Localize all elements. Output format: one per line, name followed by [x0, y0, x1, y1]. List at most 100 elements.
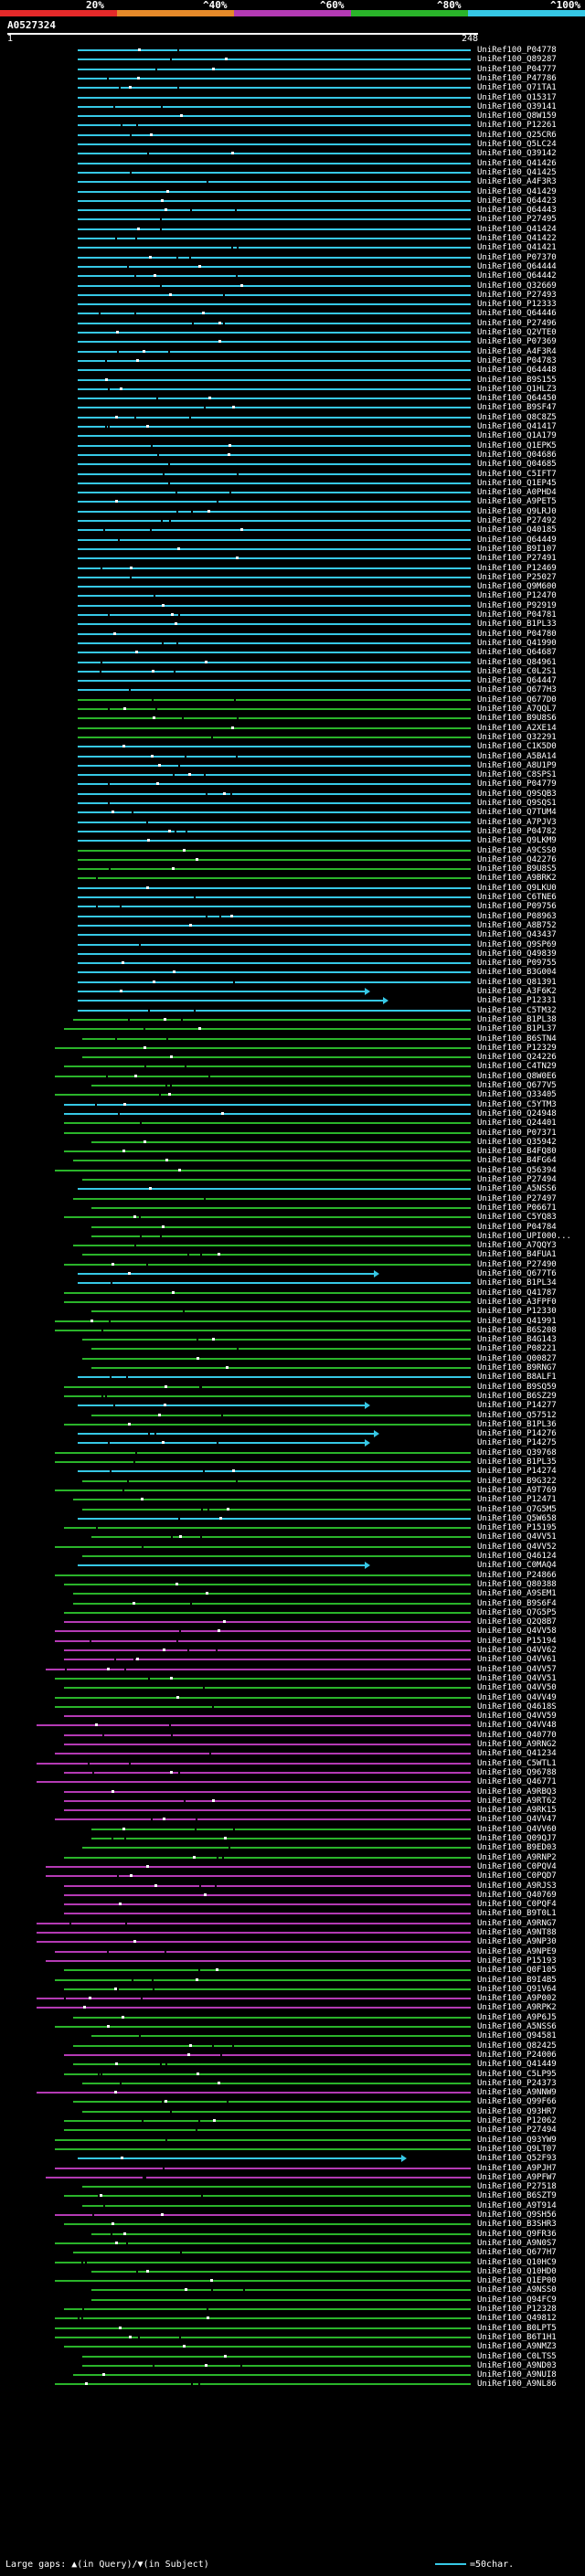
hit-id-link[interactable]: UniRef100_C5YTM3 — [477, 1099, 557, 1109]
hit-row[interactable]: UniRef100_A0PHD4 — [0, 488, 585, 497]
hit-id-link[interactable]: UniRef100_UPI000... — [477, 1231, 571, 1241]
hit-id-link[interactable]: UniRef100_Q32669 — [477, 281, 557, 291]
hit-row[interactable]: UniRef100_Q9LKM9 — [0, 836, 585, 845]
hit-id-link[interactable]: UniRef100_A9CSS0 — [477, 845, 557, 855]
hit-id-link[interactable]: UniRef100_Q49839 — [477, 949, 557, 959]
hit-row[interactable]: UniRef100_Q93HR7 — [0, 2107, 585, 2116]
hit-row[interactable]: UniRef100_Q00827 — [0, 1354, 585, 1363]
hit-row[interactable]: UniRef100_A9BRK2 — [0, 874, 585, 883]
hit-id-link[interactable]: UniRef100_P06671 — [477, 1203, 557, 1213]
hit-id-link[interactable]: UniRef100_A9NPE9 — [477, 1946, 557, 1956]
hit-id-link[interactable]: UniRef100_Q96788 — [477, 1767, 557, 1777]
hit-row[interactable]: UniRef100_A9N0S7 — [0, 2239, 585, 2248]
hit-id-link[interactable]: UniRef100_Q46124 — [477, 1552, 557, 1561]
hit-row[interactable]: UniRef100_Q46771 — [0, 1777, 585, 1786]
hit-id-link[interactable]: UniRef100_Q1HLZ3 — [477, 384, 557, 394]
hit-row[interactable]: UniRef100_Q41990 — [0, 639, 585, 648]
hit-id-link[interactable]: UniRef100_P12469 — [477, 563, 557, 573]
hit-id-link[interactable]: UniRef100_B9I107 — [477, 544, 557, 554]
hit-id-link[interactable]: UniRef100_Q24226 — [477, 1053, 557, 1063]
hit-id-link[interactable]: UniRef100_Q41421 — [477, 243, 557, 253]
hit-row[interactable]: UniRef100_Q96788 — [0, 1768, 585, 1777]
hit-row[interactable]: UniRef100_Q677V5 — [0, 1081, 585, 1090]
hit-row[interactable]: UniRef100_A5BA14 — [0, 752, 585, 761]
hit-id-link[interactable]: UniRef100_A9T914 — [477, 2200, 557, 2210]
hit-id-link[interactable]: UniRef100_B9T0L1 — [477, 1909, 557, 1919]
hit-id-link[interactable]: UniRef100_Q42276 — [477, 854, 557, 864]
hit-row[interactable]: UniRef100_Q9SH56 — [0, 2210, 585, 2220]
hit-row[interactable]: UniRef100_Q0F105 — [0, 1966, 585, 1975]
hit-row[interactable]: UniRef100_Q64447 — [0, 676, 585, 685]
hit-id-link[interactable]: UniRef100_P15193 — [477, 1956, 557, 1966]
hit-id-link[interactable]: UniRef100_P07371 — [477, 1128, 557, 1138]
hit-id-link[interactable]: UniRef100_A3F6K2 — [477, 987, 557, 996]
hit-id-link[interactable]: UniRef100_Q9SQS1 — [477, 799, 557, 808]
hit-id-link[interactable]: UniRef100_Q15317 — [477, 92, 557, 102]
hit-row[interactable]: UniRef100_Q9SQB3 — [0, 790, 585, 799]
hit-row[interactable]: UniRef100_Q4VV60 — [0, 1825, 585, 1834]
hit-id-link[interactable]: UniRef100_A9PJH7 — [477, 2163, 557, 2173]
hit-id-link[interactable]: UniRef100_A9RJS3 — [477, 1881, 557, 1891]
hit-row[interactable]: UniRef100_A9NMZ3 — [0, 2342, 585, 2351]
hit-id-link[interactable]: UniRef100_C1K5D0 — [477, 742, 557, 752]
hit-row[interactable]: UniRef100_P25027 — [0, 573, 585, 582]
hit-row[interactable]: UniRef100_C0L2S1 — [0, 667, 585, 676]
hit-id-link[interactable]: UniRef100_C0L2S1 — [477, 666, 557, 676]
hit-row[interactable]: UniRef100_P07370 — [0, 253, 585, 262]
hit-row[interactable]: UniRef100_Q677D0 — [0, 695, 585, 705]
hit-row[interactable]: UniRef100_C5YTM3 — [0, 1100, 585, 1109]
hit-row[interactable]: UniRef100_Q4VV51 — [0, 1674, 585, 1683]
hit-row[interactable]: UniRef100_B9U8S6 — [0, 714, 585, 723]
hit-row[interactable]: UniRef100_A9NUI8 — [0, 2370, 585, 2380]
hit-id-link[interactable]: UniRef100_P12471 — [477, 1495, 557, 1505]
hit-row[interactable]: UniRef100_B9S6F4 — [0, 1599, 585, 1608]
hit-row[interactable]: UniRef100_A9NT88 — [0, 1928, 585, 1937]
hit-row[interactable]: UniRef100_A8U1P9 — [0, 761, 585, 770]
hit-row[interactable]: UniRef100_Q8C8Z5 — [0, 413, 585, 422]
hit-row[interactable]: UniRef100_A9P002 — [0, 1994, 585, 2003]
hit-id-link[interactable]: UniRef100_Q64423 — [477, 196, 557, 206]
hit-row[interactable]: UniRef100_B1PL37 — [0, 1024, 585, 1034]
hit-row[interactable]: UniRef100_Q24226 — [0, 1053, 585, 1062]
hit-row[interactable]: UniRef100_B6STN4 — [0, 1034, 585, 1044]
hit-row[interactable]: UniRef100_A4F3R3 — [0, 177, 585, 186]
hit-row[interactable]: UniRef100_A9ND03 — [0, 2361, 585, 2370]
hit-row[interactable]: UniRef100_A9RNG2 — [0, 1740, 585, 1749]
hit-row[interactable]: UniRef100_Q32291 — [0, 733, 585, 742]
hit-row[interactable]: UniRef100_Q2VTE0 — [0, 328, 585, 337]
hit-id-link[interactable]: UniRef100_A5BA14 — [477, 751, 557, 761]
hit-id-link[interactable]: UniRef100_P12329 — [477, 1043, 557, 1053]
hit-row[interactable]: UniRef100_P27496 — [0, 319, 585, 328]
hit-row[interactable]: UniRef100_P27490 — [0, 1260, 585, 1269]
hit-row[interactable]: UniRef100_P12328 — [0, 2305, 585, 2314]
hit-row[interactable]: UniRef100_Q64687 — [0, 648, 585, 657]
hit-id-link[interactable]: UniRef100_Q41425 — [477, 167, 557, 177]
hit-id-link[interactable]: UniRef100_A9P002 — [477, 1994, 557, 2004]
hit-row[interactable]: UniRef100_P09756 — [0, 902, 585, 911]
hit-id-link[interactable]: UniRef100_P27491 — [477, 554, 557, 564]
hit-row[interactable]: UniRef100_Q4VV57 — [0, 1665, 585, 1674]
hit-id-link[interactable]: UniRef100_Q46771 — [477, 1777, 557, 1787]
hit-id-link[interactable]: UniRef100_Q4VV51 — [477, 1532, 557, 1542]
hit-row[interactable]: UniRef100_C0PQF4 — [0, 1900, 585, 1909]
hit-row[interactable]: UniRef100_Q25CR6 — [0, 131, 585, 140]
hit-id-link[interactable]: UniRef100_B9ED03 — [477, 1843, 557, 1853]
hit-id-link[interactable]: UniRef100_A9NNW9 — [477, 2088, 557, 2098]
hit-row[interactable]: UniRef100_C8SPS1 — [0, 770, 585, 779]
hit-row[interactable]: UniRef100_Q94581 — [0, 2031, 585, 2041]
hit-id-link[interactable]: UniRef100_P12062 — [477, 2116, 557, 2125]
hit-id-link[interactable]: UniRef100_B9U8S6 — [477, 714, 557, 724]
hit-row[interactable]: UniRef100_Q4VV62 — [0, 1646, 585, 1655]
hit-row[interactable]: UniRef100_Q41787 — [0, 1288, 585, 1298]
hit-id-link[interactable]: UniRef100_P27493 — [477, 290, 557, 300]
hit-row[interactable]: UniRef100_Q7G5M5 — [0, 1505, 585, 1514]
hit-id-link[interactable]: UniRef100_B6SZ29 — [477, 1391, 557, 1401]
hit-id-link[interactable]: UniRef100_A9RNP2 — [477, 1852, 557, 1862]
hit-id-link[interactable]: UniRef100_A3FPF0 — [477, 1297, 557, 1307]
hit-id-link[interactable]: UniRef100_P04777 — [477, 64, 557, 74]
hit-id-link[interactable]: UniRef100_B6SZT9 — [477, 2191, 557, 2201]
hit-row[interactable]: UniRef100_B4FUA1 — [0, 1250, 585, 1259]
hit-row[interactable]: UniRef100_Q57512 — [0, 1411, 585, 1420]
hit-row[interactable]: UniRef100_Q40770 — [0, 1731, 585, 1740]
hit-row[interactable]: UniRef100_Q9M600 — [0, 582, 585, 591]
